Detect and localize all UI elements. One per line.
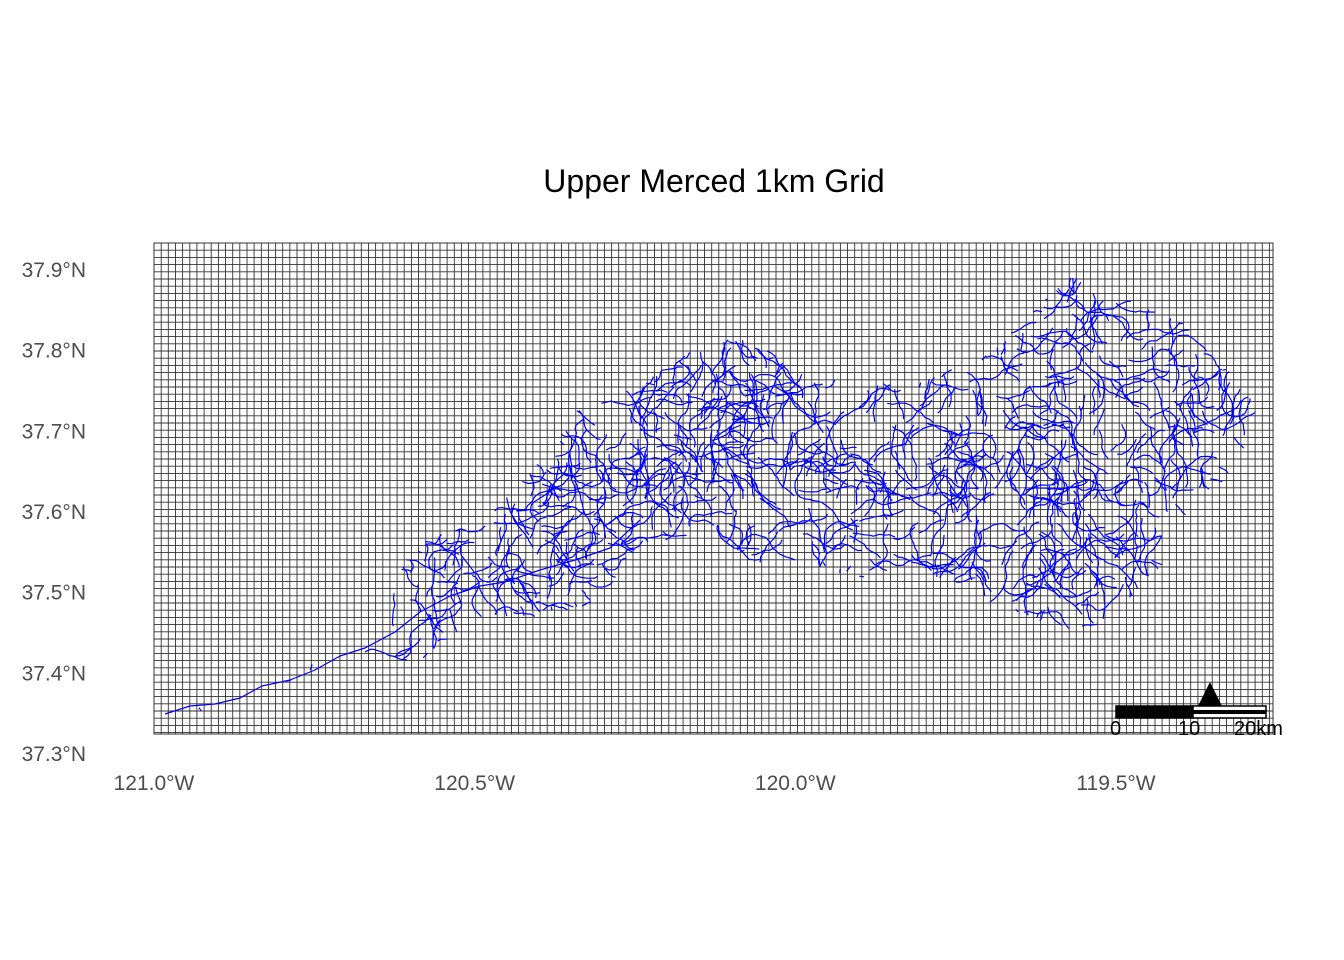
x-tick-label: 120.0°W bbox=[755, 772, 836, 795]
y-tick-label: 37.4°N bbox=[22, 662, 86, 685]
x-tick-label: 120.5°W bbox=[434, 772, 515, 795]
river-network bbox=[164, 277, 1256, 715]
x-axis-ticks: 121.0°W 120.5°W 120.0°W 119.5°W bbox=[114, 772, 1156, 795]
y-tick-label: 37.3°N bbox=[22, 743, 86, 766]
scale-bar: 0 10 20km bbox=[1110, 682, 1283, 740]
y-tick-label: 37.9°N bbox=[22, 259, 86, 282]
map-title: Upper Merced 1km Grid bbox=[543, 163, 884, 199]
y-axis-ticks: 37.9°N 37.8°N 37.7°N 37.6°N 37.5°N 37.4°N 37.3… bbox=[22, 259, 86, 766]
scale-bar-black-segment bbox=[1115, 705, 1194, 719]
scale-label-20km: 20km bbox=[1234, 718, 1283, 740]
map-panel: 0 10 20km bbox=[153, 242, 1283, 740]
y-tick-label: 37.8°N bbox=[22, 340, 86, 363]
x-tick-label: 119.5°W bbox=[1076, 772, 1155, 795]
y-tick-label: 37.7°N bbox=[22, 420, 86, 443]
panel-border bbox=[153, 242, 1274, 735]
y-tick-label: 37.5°N bbox=[22, 582, 86, 605]
scale-label-0: 0 bbox=[1110, 718, 1121, 740]
scale-bar-mid-line bbox=[1193, 710, 1266, 714]
y-tick-label: 37.6°N bbox=[22, 501, 86, 524]
river-lines bbox=[164, 277, 1256, 715]
x-tick-label: 121.0°W bbox=[114, 772, 195, 795]
north-arrow-icon bbox=[1198, 682, 1222, 706]
scale-label-10: 10 bbox=[1178, 718, 1200, 740]
